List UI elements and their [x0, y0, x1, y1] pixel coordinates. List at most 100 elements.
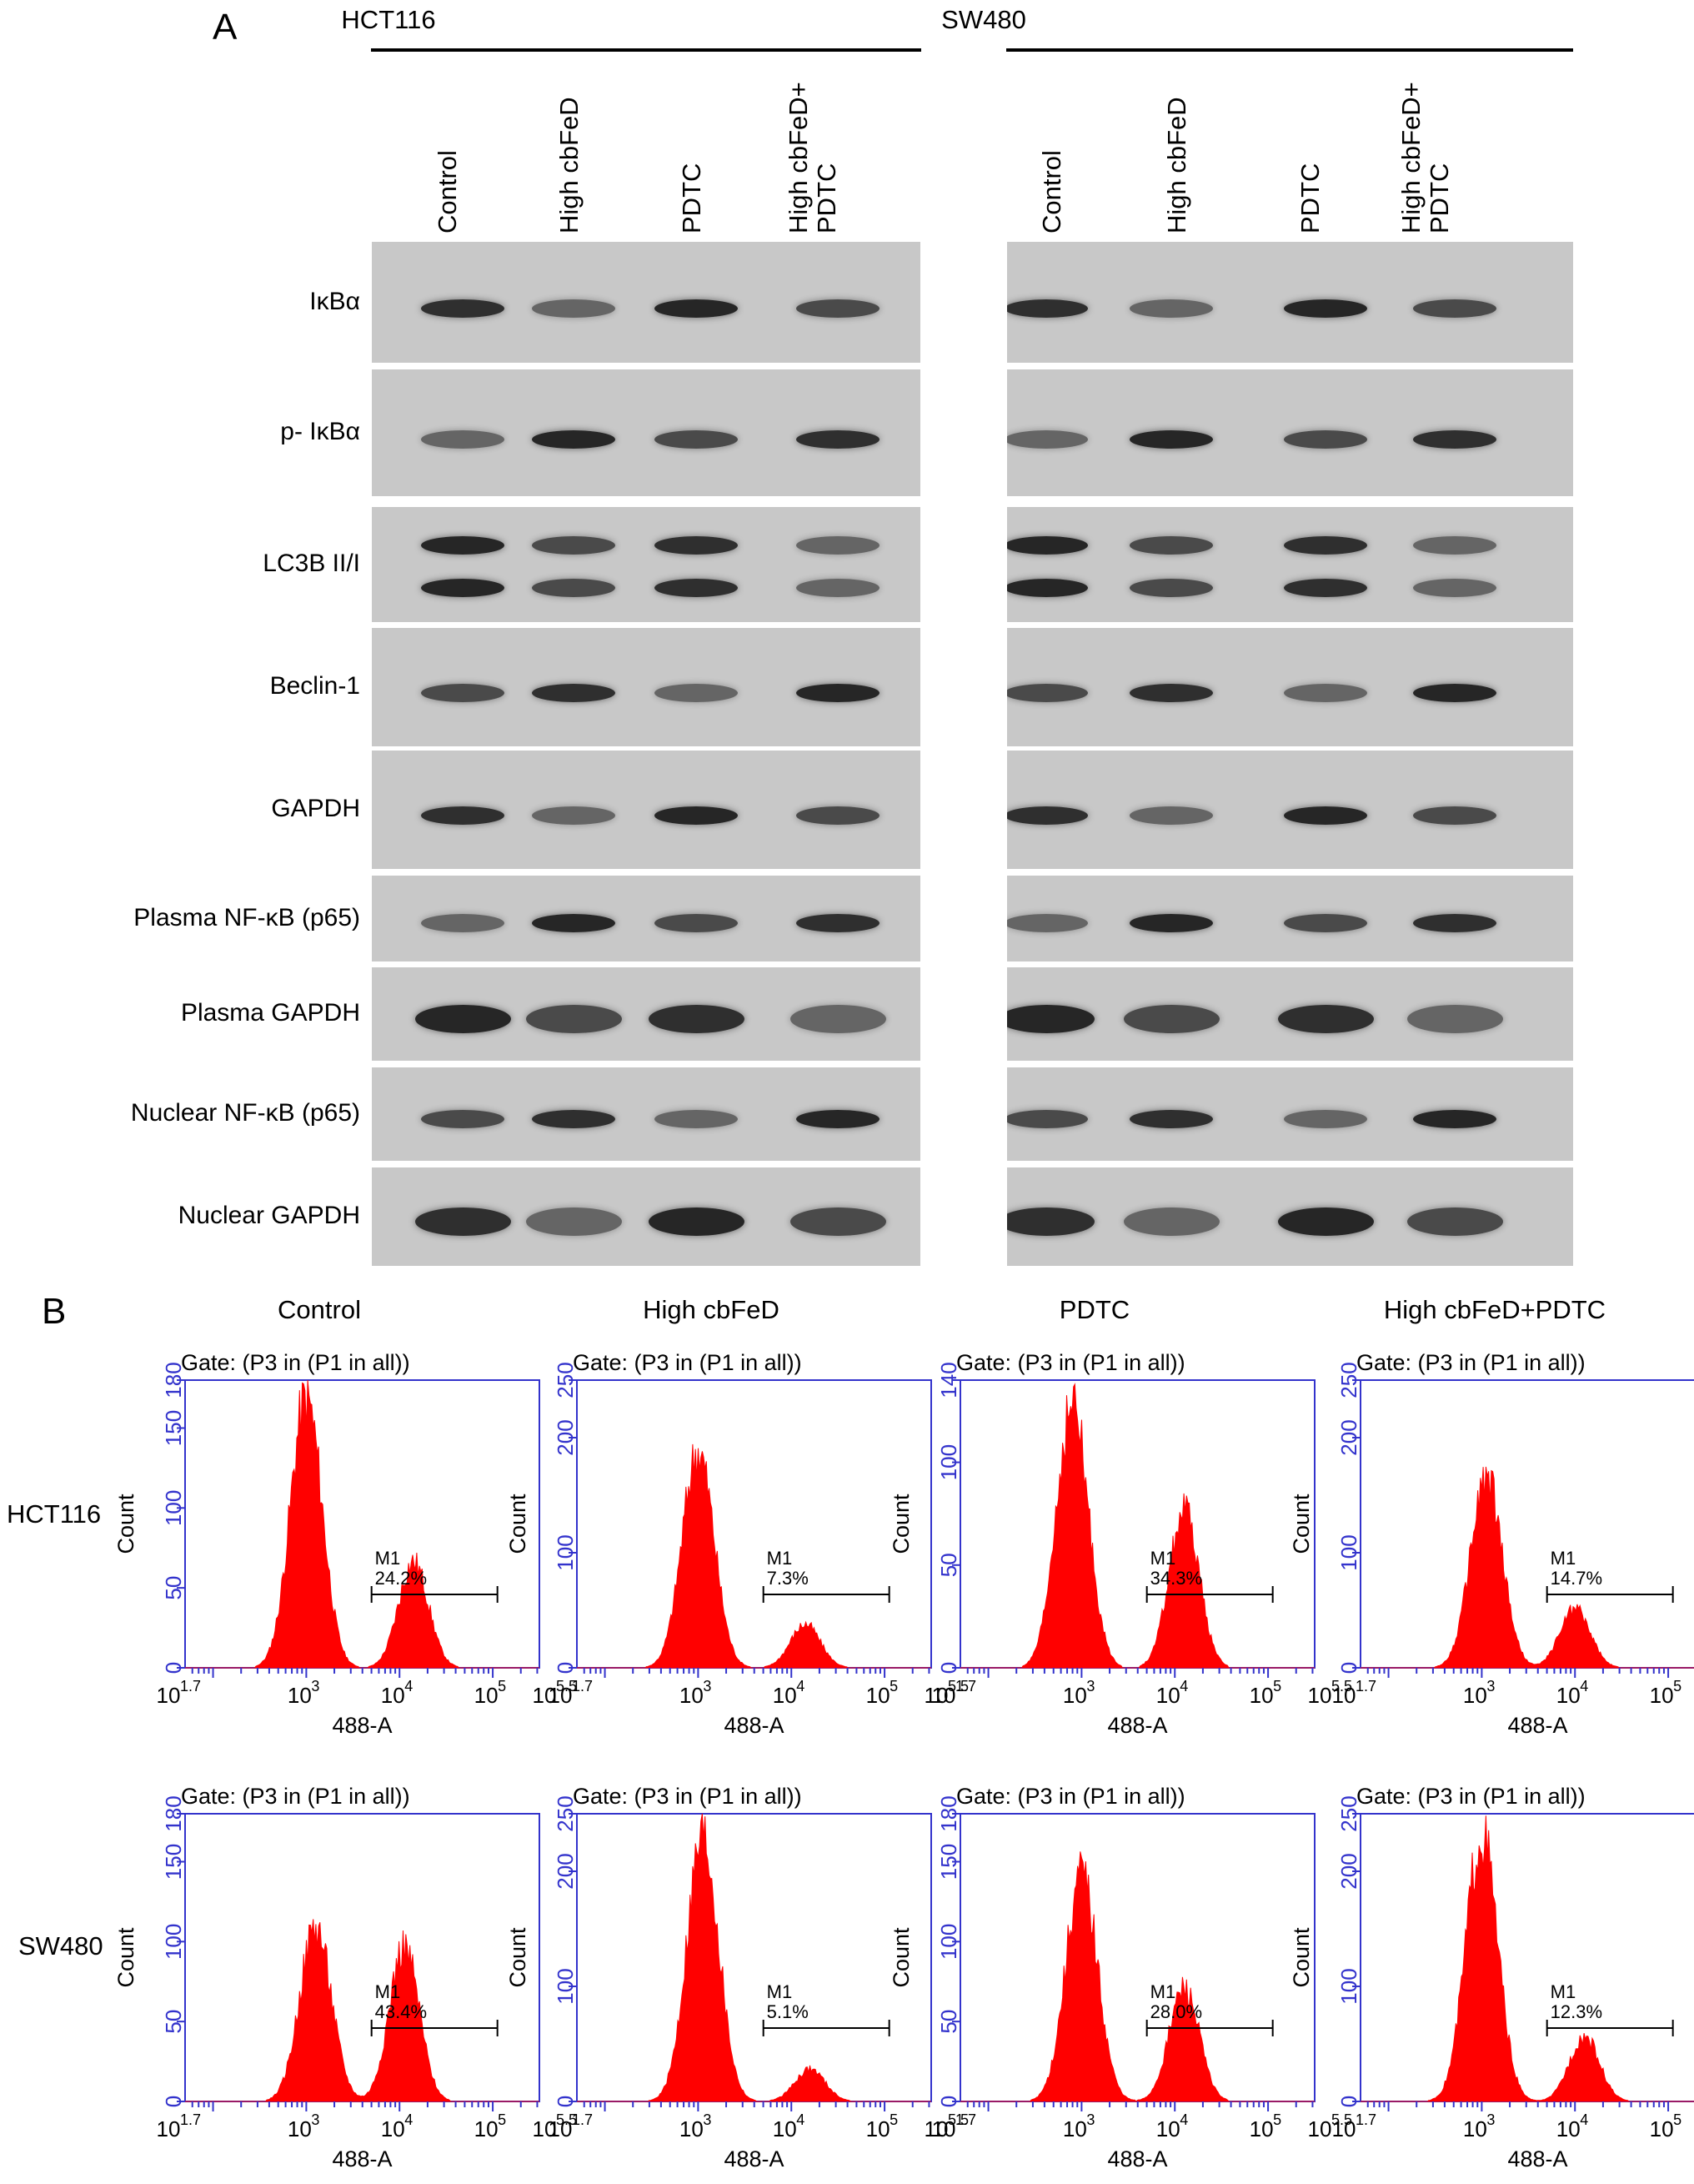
y-tick-label: 180: [161, 1795, 186, 1831]
condition-title-pdtc: PDTC: [1059, 1295, 1130, 1324]
x-tick-label: 10: [474, 1683, 499, 1708]
blot-band: [1130, 299, 1213, 318]
x-tick-exponent: 1.7: [572, 2111, 593, 2128]
x-tick-label: 10: [288, 1683, 312, 1708]
panel-b-letter: B: [42, 1291, 67, 1332]
x-tick-label: 10: [866, 2116, 890, 2141]
blot-band: [1284, 806, 1367, 826]
y-tick-label: 0: [1336, 1662, 1361, 1674]
blot-band: [796, 578, 880, 597]
x-tick-exponent: 5.5: [1331, 1678, 1352, 1694]
x-axis-label: 488-A: [1507, 1713, 1567, 1738]
blot-strip: [372, 242, 920, 363]
blot-band: [421, 1109, 504, 1128]
m1-label: M1: [1150, 1548, 1176, 1569]
m1-label: M1: [1551, 1981, 1576, 2002]
blot-strip: [372, 1067, 920, 1161]
x-tick-exponent: 5.5: [556, 2111, 577, 2128]
gate-text: Gate: (P3 in (P1 in all)): [573, 1784, 802, 1809]
blot-band: [1284, 913, 1367, 932]
blot-band: [654, 913, 738, 932]
x-tick-label: 10: [157, 1683, 181, 1708]
blot-band: [654, 578, 738, 597]
gate-text: Gate: (P3 in (P1 in all)): [956, 1784, 1185, 1809]
blot-row-label: LC3B II/I: [263, 550, 360, 577]
blot-band: [1284, 429, 1367, 449]
plot-frame: [960, 1813, 1316, 2102]
x-axis-label: 488-A: [1507, 2146, 1567, 2171]
x-tick-exponent: 5: [890, 2111, 898, 2128]
x-tick-label: 10: [925, 2116, 949, 2141]
x-tick-exponent: 1.7: [1356, 2111, 1376, 2128]
y-tick-label: 250: [553, 1362, 578, 1398]
x-tick-label: 10: [1308, 1683, 1332, 1708]
plot-frame: [184, 1379, 540, 1669]
x-tick-label: 10: [1332, 2116, 1356, 2141]
histogram-area: [577, 1813, 931, 2102]
y-tick-label: 100: [1336, 1534, 1361, 1570]
x-tick-label: 10: [1156, 2116, 1180, 2141]
x-axis-label: 488-A: [332, 1713, 392, 1738]
y-tick-label: 200: [1336, 1853, 1361, 1889]
blot-strip: [372, 369, 920, 496]
gate-text: Gate: (P3 in (P1 in all)): [181, 1784, 410, 1809]
blot-band: [648, 1004, 744, 1033]
blot-row-label: Nuclear NF-κB (p65): [130, 1099, 360, 1127]
y-tick-label: 140: [936, 1362, 961, 1398]
blot-strip: [372, 1167, 920, 1266]
x-tick-exponent: 5.5: [1331, 2111, 1352, 2128]
x-tick-exponent: 1.7: [955, 1678, 976, 1694]
blot-strip: [372, 507, 920, 622]
m1-label: M1: [767, 1548, 793, 1569]
y-tick-label: 0: [161, 2096, 186, 2107]
x-tick-exponent: 4: [1580, 1678, 1588, 1694]
blot-band: [532, 429, 615, 449]
x-tick-exponent: 1.7: [955, 2111, 976, 2128]
blot-band: [654, 535, 738, 555]
blot-band: [532, 578, 615, 597]
x-tick-label: 10: [549, 1683, 573, 1708]
x-tick-label: 10: [1250, 2116, 1274, 2141]
cell-line-bar-sw480: [1006, 48, 1573, 52]
plot-frame: [1360, 1813, 1694, 2102]
x-tick-label: 10: [1556, 2116, 1581, 2141]
blot-band: [1130, 578, 1213, 597]
blot-band: [796, 299, 880, 318]
blot-band: [1123, 1207, 1220, 1236]
blot-band: [532, 1109, 615, 1128]
blot-band: [421, 806, 504, 826]
blot-band: [1284, 535, 1367, 555]
x-tick-label: 10: [1463, 2116, 1487, 2141]
blot-band: [789, 1207, 886, 1236]
y-axis-label: Count: [505, 1494, 530, 1554]
y-tick-label: 100: [936, 1924, 961, 1960]
x-tick-exponent: 5: [890, 1678, 898, 1694]
blot-band: [1413, 535, 1496, 555]
blot-band: [1007, 684, 1088, 703]
blot-band: [1413, 429, 1496, 449]
y-tick-label: 100: [161, 1490, 186, 1526]
blot-band: [1007, 1109, 1088, 1128]
blot-band: [1007, 806, 1088, 826]
y-tick-label: 200: [553, 1853, 578, 1889]
blot-row-label: p- IκBα: [280, 418, 360, 445]
blot-band: [1130, 535, 1213, 555]
x-axis-label: 488-A: [724, 2146, 784, 2171]
x-tick-exponent: 5: [1273, 2111, 1281, 2128]
x-axis-label: 488-A: [332, 2146, 392, 2171]
blot-band: [1284, 684, 1367, 703]
x-axis-label: 488-A: [724, 1713, 784, 1738]
x-tick-label: 10: [679, 1683, 704, 1708]
m1-percent: 28.0%: [1150, 2001, 1202, 2022]
m1-label: M1: [767, 1981, 793, 2002]
x-tick-label: 10: [533, 1683, 557, 1708]
x-tick-exponent: 5.5: [556, 1678, 577, 1694]
y-axis-label: Count: [113, 1927, 138, 1988]
y-tick-label: 100: [936, 1444, 961, 1480]
blot-band: [1007, 578, 1088, 597]
blot-band: [789, 1004, 886, 1033]
condition-title-control: Control: [278, 1295, 361, 1324]
y-tick-label: 0: [936, 2096, 961, 2107]
blot-strip: [1007, 507, 1573, 622]
condition-title-high-cbfed: High cbFeD: [643, 1295, 779, 1324]
